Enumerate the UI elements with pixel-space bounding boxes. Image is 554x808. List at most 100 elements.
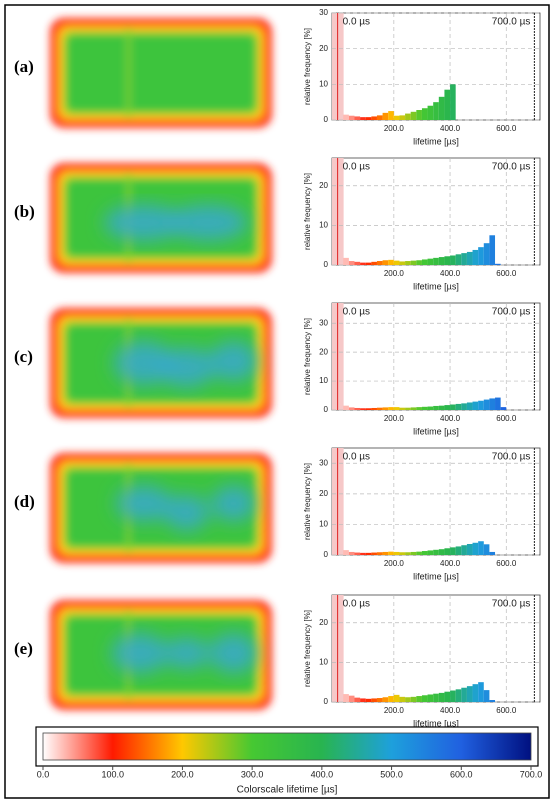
x-tick-label: 400.0	[440, 706, 461, 715]
bar	[421, 551, 428, 555]
sample-blob	[158, 347, 215, 388]
bar	[472, 401, 479, 410]
plot-area	[331, 594, 541, 703]
bar	[348, 551, 355, 555]
bar	[433, 257, 439, 265]
bar	[410, 407, 417, 410]
bar	[343, 550, 349, 555]
bar	[399, 407, 406, 410]
bar	[348, 695, 355, 702]
x-tick-label: 100.0	[101, 769, 124, 779]
bar	[450, 547, 456, 555]
bar	[371, 698, 377, 702]
panel-label: (b)	[14, 202, 35, 221]
bar	[478, 682, 484, 702]
bar	[393, 260, 400, 265]
sample-blob	[167, 204, 248, 241]
x-tick-label: 200.0	[384, 124, 405, 133]
x-axis-label: lifetime [µs]	[413, 281, 459, 291]
bar	[416, 407, 422, 410]
bar	[421, 406, 428, 410]
bar	[382, 260, 389, 265]
sample-blob	[113, 341, 174, 385]
sample-blob	[115, 485, 172, 522]
bar	[382, 551, 389, 555]
sample-blob	[164, 637, 209, 670]
y-tick-label: 30	[319, 318, 328, 327]
bar	[388, 696, 394, 702]
sample-blob	[209, 633, 258, 674]
bar	[399, 696, 406, 702]
x-tick-label: 200.0	[384, 269, 405, 278]
marker-label: 0.0 µs	[343, 307, 370, 318]
bar	[461, 687, 467, 702]
bar	[405, 261, 411, 265]
bar	[371, 261, 377, 265]
x-tick-label: 600.0	[450, 769, 473, 779]
x-tick-label: 400.0	[440, 414, 461, 423]
bar	[489, 235, 496, 265]
y-tick-label: 20	[319, 618, 328, 627]
bar	[444, 89, 451, 120]
y-tick-label: 30	[319, 458, 328, 467]
bar	[393, 551, 400, 555]
panel-label: (d)	[14, 492, 35, 511]
sample-blob	[211, 485, 256, 522]
bar	[354, 116, 361, 120]
bar	[433, 405, 439, 410]
bar	[444, 256, 451, 265]
marker-label: 0.0 µs	[343, 162, 370, 173]
bar	[483, 544, 490, 555]
bar	[427, 550, 434, 555]
bar	[466, 251, 473, 265]
bar	[354, 261, 361, 265]
bar	[472, 684, 479, 702]
bar	[461, 403, 467, 410]
panel-label: (c)	[14, 347, 33, 366]
bar	[399, 552, 406, 555]
x-tick-label: 400.0	[440, 269, 461, 278]
panel: (b) 0 10 20 200.0 400.0 600.0 0.0 µs 700.0 µs rel…	[14, 157, 541, 291]
x-tick-label: 200.0	[384, 559, 405, 568]
panel: (e) 0 10 20 200.0 400.0 600.0 0.0 µs 700.0 µs rel…	[14, 594, 541, 728]
x-tick-label: 400.0	[440, 559, 461, 568]
x-tick-label: 600.0	[496, 124, 517, 133]
y-tick-label: 20	[319, 347, 328, 356]
bar	[438, 692, 445, 702]
marker-label: 700.0 µs	[492, 452, 531, 463]
bar	[354, 552, 361, 555]
bar	[455, 254, 462, 265]
panel-label: (e)	[14, 639, 33, 658]
y-tick-label: 20	[319, 489, 328, 498]
bar	[438, 405, 445, 410]
bar	[410, 551, 417, 555]
bar	[348, 261, 355, 265]
y-tick-label: 20	[319, 44, 328, 53]
bar	[393, 694, 400, 702]
bar	[450, 690, 456, 702]
y-axis-label: relative frequency [%]	[303, 173, 312, 250]
bar	[376, 552, 383, 555]
bar	[348, 115, 355, 120]
sample-blobs	[103, 204, 248, 241]
bar	[433, 693, 439, 702]
bar	[455, 689, 462, 702]
bar	[421, 695, 428, 702]
bar	[466, 686, 473, 702]
x-tick-label: 0.0	[37, 769, 50, 779]
bar	[466, 543, 473, 555]
bar	[455, 403, 462, 410]
bar	[393, 407, 400, 410]
bar	[343, 114, 349, 120]
bar	[427, 258, 434, 265]
sample-image	[50, 18, 272, 128]
bar	[483, 690, 490, 702]
y-tick-label: 10	[319, 657, 328, 666]
x-tick-label: 200.0	[171, 769, 194, 779]
bar	[416, 551, 422, 555]
sample-blob	[103, 204, 184, 241]
sample-blobs	[113, 341, 258, 388]
bar	[495, 263, 501, 265]
x-tick-label: 200.0	[384, 414, 405, 423]
bar	[489, 700, 496, 702]
